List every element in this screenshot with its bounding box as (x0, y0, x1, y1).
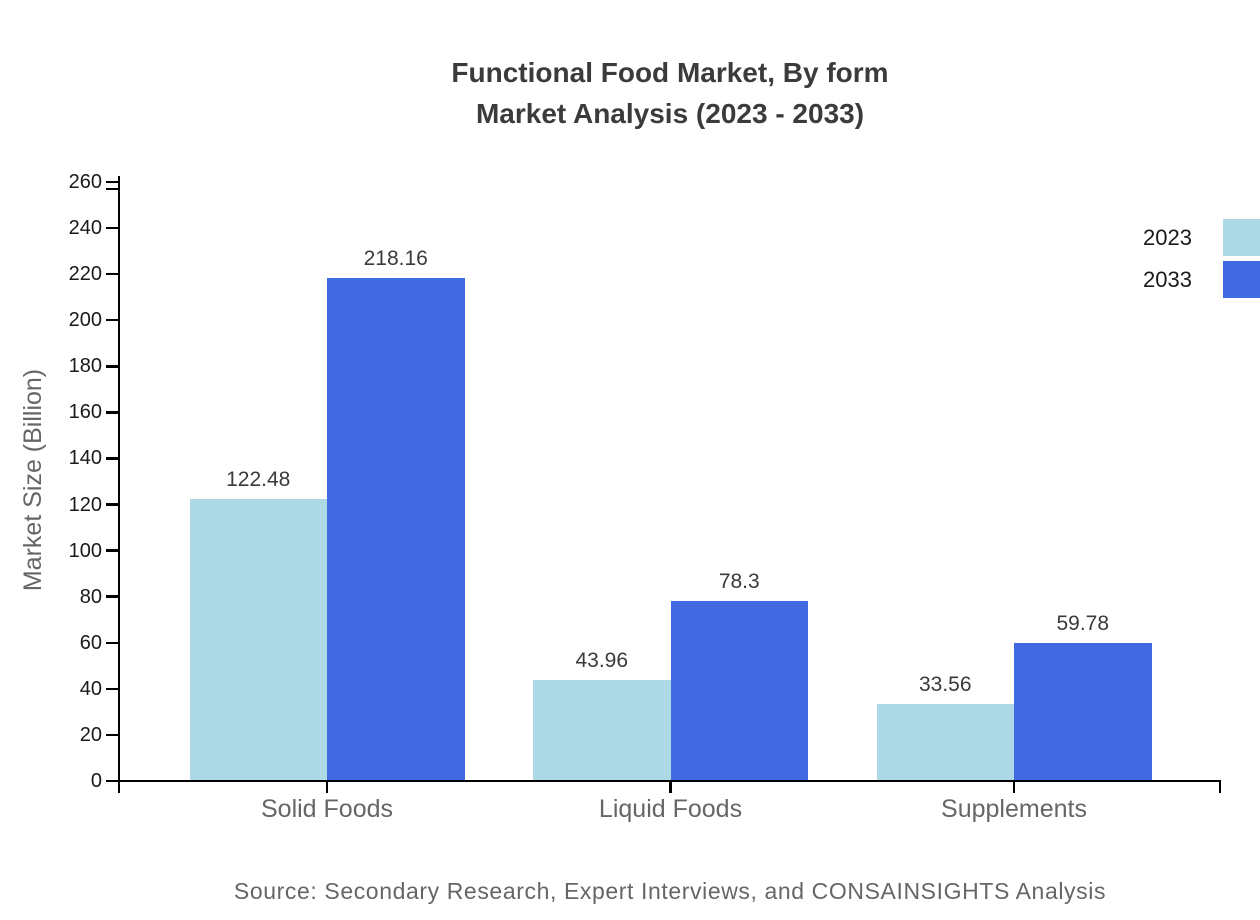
value-label-2033-liquid-foods: 78.3 (718, 569, 760, 593)
y-tick-label-80: 80 (79, 585, 102, 608)
y-tick-label-260: 260 (68, 171, 102, 193)
x-tick-liquid-foods (669, 781, 672, 793)
y-tick-label-100: 100 (68, 539, 102, 562)
y-tick-label-140: 140 (68, 447, 102, 470)
y-tick-160 (106, 411, 120, 414)
legend-entry-2033: 2033 (1143, 261, 1260, 298)
x-tick-supplements (1012, 781, 1016, 793)
y-tick-100 (106, 549, 120, 552)
value-label-2033-solid-foods: 218.16 (363, 247, 428, 271)
y-tick-label-180: 180 (68, 355, 102, 378)
y-tick-120 (106, 503, 120, 506)
y-tick-label-200: 200 (68, 309, 102, 332)
bar-2023-solid-foods (189, 498, 327, 781)
legend: 2023 2033 (1143, 219, 1260, 303)
x-axis-line (117, 779, 1221, 783)
value-label-2023-liquid-foods: 43.96 (575, 648, 629, 672)
bar-2033-supplements (1014, 643, 1152, 781)
legend-swatch-2033 (1223, 261, 1260, 298)
category-label-liquid-foods: Liquid Foods (598, 795, 743, 823)
bar-2023-supplements (876, 703, 1014, 781)
y-tick-40 (106, 687, 120, 691)
y-tick-200 (106, 318, 120, 322)
x-axis-end-cap-tick (1218, 781, 1221, 793)
y-tick-140 (106, 457, 120, 460)
y-tick-label-120: 120 (68, 493, 102, 516)
y-tick-label-40: 40 (79, 677, 102, 700)
y-tick-label-60: 60 (79, 631, 102, 654)
category-label-solid-foods: Solid Foods (260, 795, 394, 823)
category-label-supplements: Supplements (941, 795, 1087, 823)
bar-2023-liquid-foods (533, 679, 671, 781)
y-axis-line (117, 176, 120, 793)
y-tick-label-160: 160 (68, 401, 102, 424)
y-tick-60 (106, 641, 120, 645)
x-tick-solid-foods (325, 781, 329, 793)
y-tick-240 (106, 226, 120, 230)
y-tick-label-20: 20 (79, 723, 102, 746)
y-tick-label-240: 240 (68, 217, 102, 240)
y-tick-220 (106, 272, 120, 276)
chart-title-line1: Functional Food Market, By form (451, 57, 889, 88)
bar-2033-liquid-foods (670, 600, 808, 781)
bar-2033-solid-foods (327, 278, 465, 781)
y-tick-20 (106, 733, 120, 737)
legend-label-2023: 2023 (1143, 225, 1192, 250)
y-tick-260 (106, 180, 120, 184)
chart-title: Functional Food Market, By form Market A… (120, 52, 1220, 134)
value-label-2023-supplements: 33.56 (918, 672, 972, 696)
y-axis-top-cap-tick (106, 187, 120, 190)
chart-title-line2: Market Analysis (2023 - 2033) (475, 98, 865, 129)
source-attribution: Source: Secondary Research, Expert Inter… (233, 878, 1107, 904)
y-tick-0 (106, 779, 120, 783)
legend-entry-2023: 2023 (1143, 219, 1260, 256)
legend-swatch-2023 (1223, 219, 1260, 256)
y-tick-80 (106, 595, 120, 598)
value-label-2033-supplements: 59.78 (1056, 612, 1110, 636)
legend-label-2033: 2033 (1143, 267, 1192, 292)
y-tick-180 (106, 365, 120, 368)
y-tick-label-0: 0 (90, 770, 102, 792)
value-label-2023-solid-foods: 122.48 (226, 467, 291, 491)
y-tick-label-220: 220 (68, 263, 102, 286)
